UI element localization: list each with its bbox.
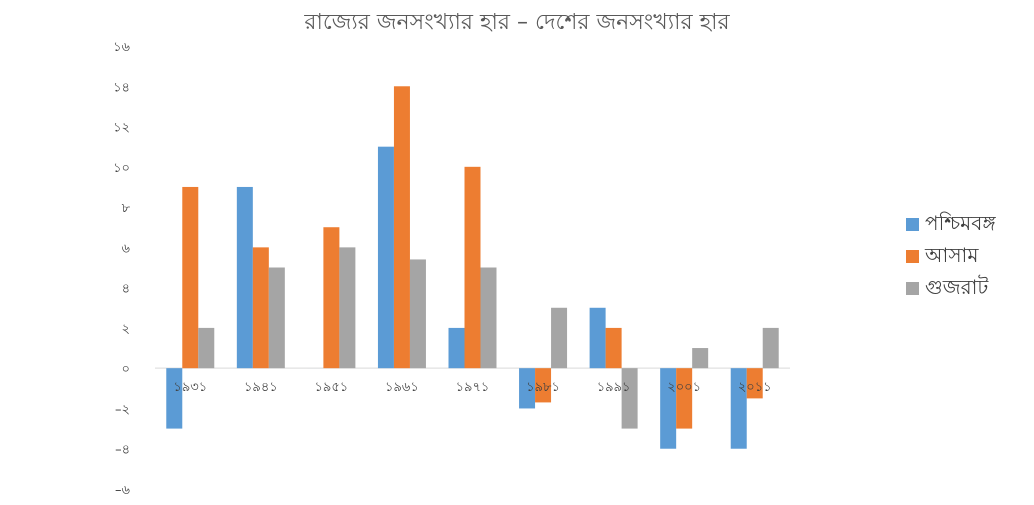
x-tick-label: ১৯৬১ (385, 380, 419, 395)
bar (465, 167, 481, 368)
bar (323, 227, 339, 368)
y-tick-label: ৬ (122, 241, 131, 256)
bar (551, 308, 567, 368)
y-tick-label: ১৪ (113, 80, 130, 95)
bar (339, 247, 355, 368)
legend-label: পশ্চিমবঙ্গ (925, 211, 996, 235)
bar (676, 368, 692, 428)
y-axis-tick-labels: ১৬ ১৪ ১২ ১০ ৮ ৬ ৪ ২ ০ –২ –৪ –৬ (113, 40, 130, 498)
legend-swatch (906, 282, 919, 295)
bar (410, 259, 426, 368)
bar (449, 328, 465, 368)
x-tick-label: ১৯৪১ (244, 380, 278, 395)
x-tick-label: ২০০১ (667, 380, 701, 395)
bar (481, 268, 497, 369)
bar (590, 308, 606, 368)
x-tick-label: ১৯৩১ (173, 380, 207, 395)
y-tick-label: –৬ (115, 483, 131, 498)
bar (606, 328, 622, 368)
bar (237, 187, 253, 368)
bar (198, 328, 214, 368)
bar (692, 348, 708, 368)
bar (394, 86, 410, 368)
y-tick-label: ৪ (122, 282, 130, 297)
bar (269, 268, 285, 369)
x-tick-label: ১৯৮১ (526, 380, 560, 395)
legend-label: গুজরাট (925, 275, 989, 299)
bar (253, 247, 269, 368)
legend-swatch (906, 218, 919, 231)
legend-label: আসাম (924, 243, 979, 267)
chart-title: রাজ্যের জনসংখ্যার হার – দেশের জনসংখ্যার … (303, 10, 730, 35)
y-tick-label: ১২ (113, 121, 130, 136)
y-tick-label: ২ (122, 322, 130, 337)
bar (182, 187, 198, 368)
x-tick-label: ১৯৭১ (456, 380, 490, 395)
x-tick-label: ১৯৯১ (597, 380, 631, 395)
y-tick-label: ১৬ (113, 40, 130, 55)
y-tick-label: ৮ (122, 201, 131, 216)
x-axis-tick-labels: ১৯৩১ ১৯৪১ ১৯৫১ ১৯৬১ ১৯৭১ ১৯৮১ ১৯৯১ ২০০১ ২০১১ (173, 380, 771, 395)
legend-swatch (906, 250, 919, 263)
bar (166, 368, 182, 428)
y-tick-label: –২ (115, 402, 130, 417)
y-tick-label: –৪ (115, 443, 130, 458)
legend: পশ্চিমবঙ্গ আসাম গুজরাট (906, 211, 996, 299)
x-tick-label: ১৯৫১ (315, 380, 349, 395)
x-tick-label: ২০১১ (738, 380, 772, 395)
bar (622, 368, 638, 428)
bar (378, 147, 394, 369)
bar (763, 328, 779, 368)
y-tick-label: ০ (122, 362, 130, 377)
y-tick-label: ১০ (113, 161, 130, 176)
